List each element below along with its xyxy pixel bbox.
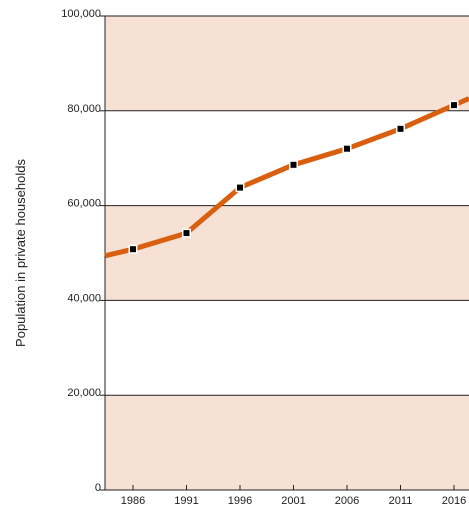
chart-gridlines bbox=[105, 15, 469, 396]
y-tick-label: 100,000 bbox=[61, 8, 101, 20]
data-point bbox=[451, 102, 457, 109]
x-tick-labels: 1986 1991 1996 2001 2006 2011 2016 bbox=[121, 495, 466, 506]
data-point bbox=[183, 230, 190, 237]
data-point bbox=[237, 184, 243, 191]
y-tick-labels: 0 20,000 40,000 60,000 80,000 100,000 bbox=[61, 8, 101, 494]
x-tick-label: 2001 bbox=[281, 495, 305, 506]
y-tick-label: 60,000 bbox=[67, 198, 101, 210]
x-tick-label: 2016 bbox=[442, 495, 466, 506]
x-tick-label: 1996 bbox=[228, 495, 252, 506]
y-tick-label: 80,000 bbox=[67, 103, 101, 115]
chart-band bbox=[105, 16, 469, 111]
data-point bbox=[130, 246, 136, 253]
y-axis-label: Population in private households bbox=[13, 159, 28, 347]
data-point bbox=[397, 125, 404, 132]
y-tick-label: 40,000 bbox=[67, 292, 101, 304]
y-tick-label: 20,000 bbox=[67, 387, 101, 399]
chart-bands bbox=[105, 16, 469, 490]
chart-markers bbox=[128, 100, 459, 254]
chart-axes bbox=[100, 15, 469, 491]
chart-band bbox=[105, 205, 469, 301]
data-point bbox=[344, 145, 350, 152]
x-tick-label: 1991 bbox=[174, 495, 198, 506]
chart-band bbox=[105, 395, 469, 490]
x-tick-label: 1986 bbox=[121, 495, 145, 506]
y-tick-label: 0 bbox=[95, 482, 101, 494]
data-point bbox=[290, 161, 297, 168]
x-tick-label: 2011 bbox=[389, 495, 413, 506]
x-tick-label: 2006 bbox=[335, 495, 359, 506]
